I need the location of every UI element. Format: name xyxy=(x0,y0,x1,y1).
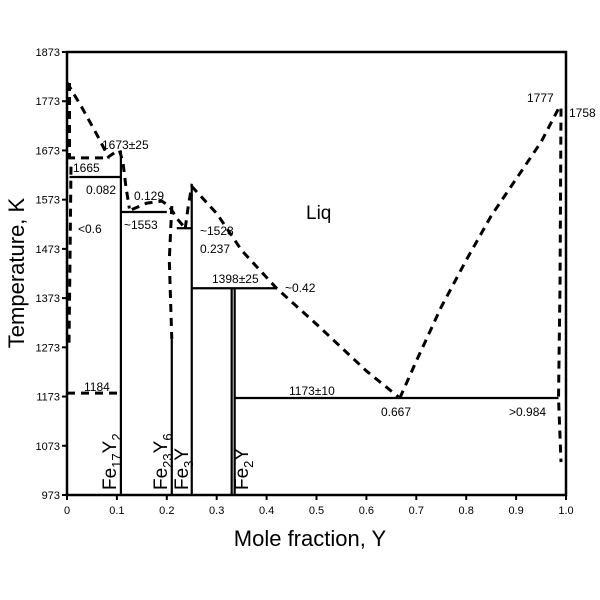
annotation-label: 0.667 xyxy=(381,405,411,419)
annotation-label: ~1523 xyxy=(200,224,234,238)
compound-label-part: Fe xyxy=(232,468,253,490)
x-tick-label: 0.3 xyxy=(209,505,224,517)
compound-label-part: Y xyxy=(151,440,172,453)
annotation-label: ~1553 xyxy=(124,218,158,232)
compound-label-part: 2 xyxy=(241,461,256,468)
x-axis-label: Mole fraction, Y xyxy=(234,526,387,551)
annotation-label: 1398±25 xyxy=(212,272,259,286)
y-tick-label: 973 xyxy=(42,490,60,502)
compound-label: Fe2Y xyxy=(232,448,256,490)
compound-label: Fe23Y6 xyxy=(151,433,175,490)
dashed-phase-boundary-1 xyxy=(131,199,187,230)
x-tick-label: 0.5 xyxy=(309,505,324,517)
x-tick-label: 0.6 xyxy=(359,505,374,517)
y-tick-label: 1273 xyxy=(36,342,60,354)
compound-label: Fe3Y xyxy=(172,448,196,490)
compound-label-part: Y xyxy=(100,440,121,453)
dashed-phase-boundary-8 xyxy=(557,108,563,463)
compound-label-part: Fe xyxy=(172,468,193,490)
plot-frame xyxy=(65,50,568,497)
y-axis-label: Temperature, K xyxy=(4,197,29,348)
x-tick-label: 0.2 xyxy=(159,505,174,517)
dashed-phase-boundary-7 xyxy=(167,205,174,340)
x-tick-label: 1.0 xyxy=(558,505,573,517)
dashed-phase-boundary-2 xyxy=(183,183,401,400)
annotation-label: 1665 xyxy=(73,161,100,175)
y-tick-label: 1173 xyxy=(36,392,60,404)
annotation-label: 1173±10 xyxy=(289,384,335,398)
compound-label-part: Fe xyxy=(100,468,121,490)
annotation-label: 1184 xyxy=(84,380,110,394)
annotation-label: <0.6 xyxy=(78,222,102,236)
dashed-phase-boundary-3 xyxy=(398,107,560,399)
compound-label-part: Y xyxy=(232,448,253,461)
compound-label-part: 17 xyxy=(109,453,124,467)
compound-label-part: Y xyxy=(172,448,193,461)
compound-label-part: Fe xyxy=(151,468,172,490)
y-tick-label: 1673 xyxy=(36,145,60,157)
x-tick-label: 0.8 xyxy=(459,505,474,517)
y-tick-label: 1373 xyxy=(36,293,60,305)
compound-label-part: 6 xyxy=(160,433,175,440)
annotation-label: ~0.42 xyxy=(285,281,316,295)
annotation-label: >0.984 xyxy=(509,405,546,419)
y-tick-label: 1573 xyxy=(36,195,60,207)
dashed-phase-boundary-0 xyxy=(65,81,131,209)
y-tick-label: 1773 xyxy=(36,96,60,108)
y-tick-label: 1873 xyxy=(36,47,60,59)
y-tick-label: 1073 xyxy=(36,441,60,453)
annotation-label: 1673±25 xyxy=(102,138,149,152)
annotation-label: 1777 xyxy=(527,91,554,105)
compound-label-part: 3 xyxy=(181,461,196,468)
compound-label-part: 23 xyxy=(160,453,175,467)
x-tick-label: 0.1 xyxy=(109,505,124,517)
compound-label-part: 2 xyxy=(109,433,124,440)
compound-label: Fe17Y2 xyxy=(100,433,124,490)
liquid-region-label: Liq xyxy=(306,203,331,224)
annotation-label: 1758 xyxy=(569,106,596,120)
annotation-label: 0.082 xyxy=(86,183,116,197)
x-tick-label: 0.9 xyxy=(508,505,523,517)
y-tick-label: 1473 xyxy=(36,244,60,256)
annotation-label: 0.237 xyxy=(200,242,230,256)
dashed-phase-boundary-6 xyxy=(67,166,73,344)
x-tick-label: 0 xyxy=(64,505,70,517)
x-tick-label: 0.4 xyxy=(259,505,274,517)
annotation-label: 0.129 xyxy=(134,189,164,203)
x-tick-label: 0.7 xyxy=(409,505,424,517)
